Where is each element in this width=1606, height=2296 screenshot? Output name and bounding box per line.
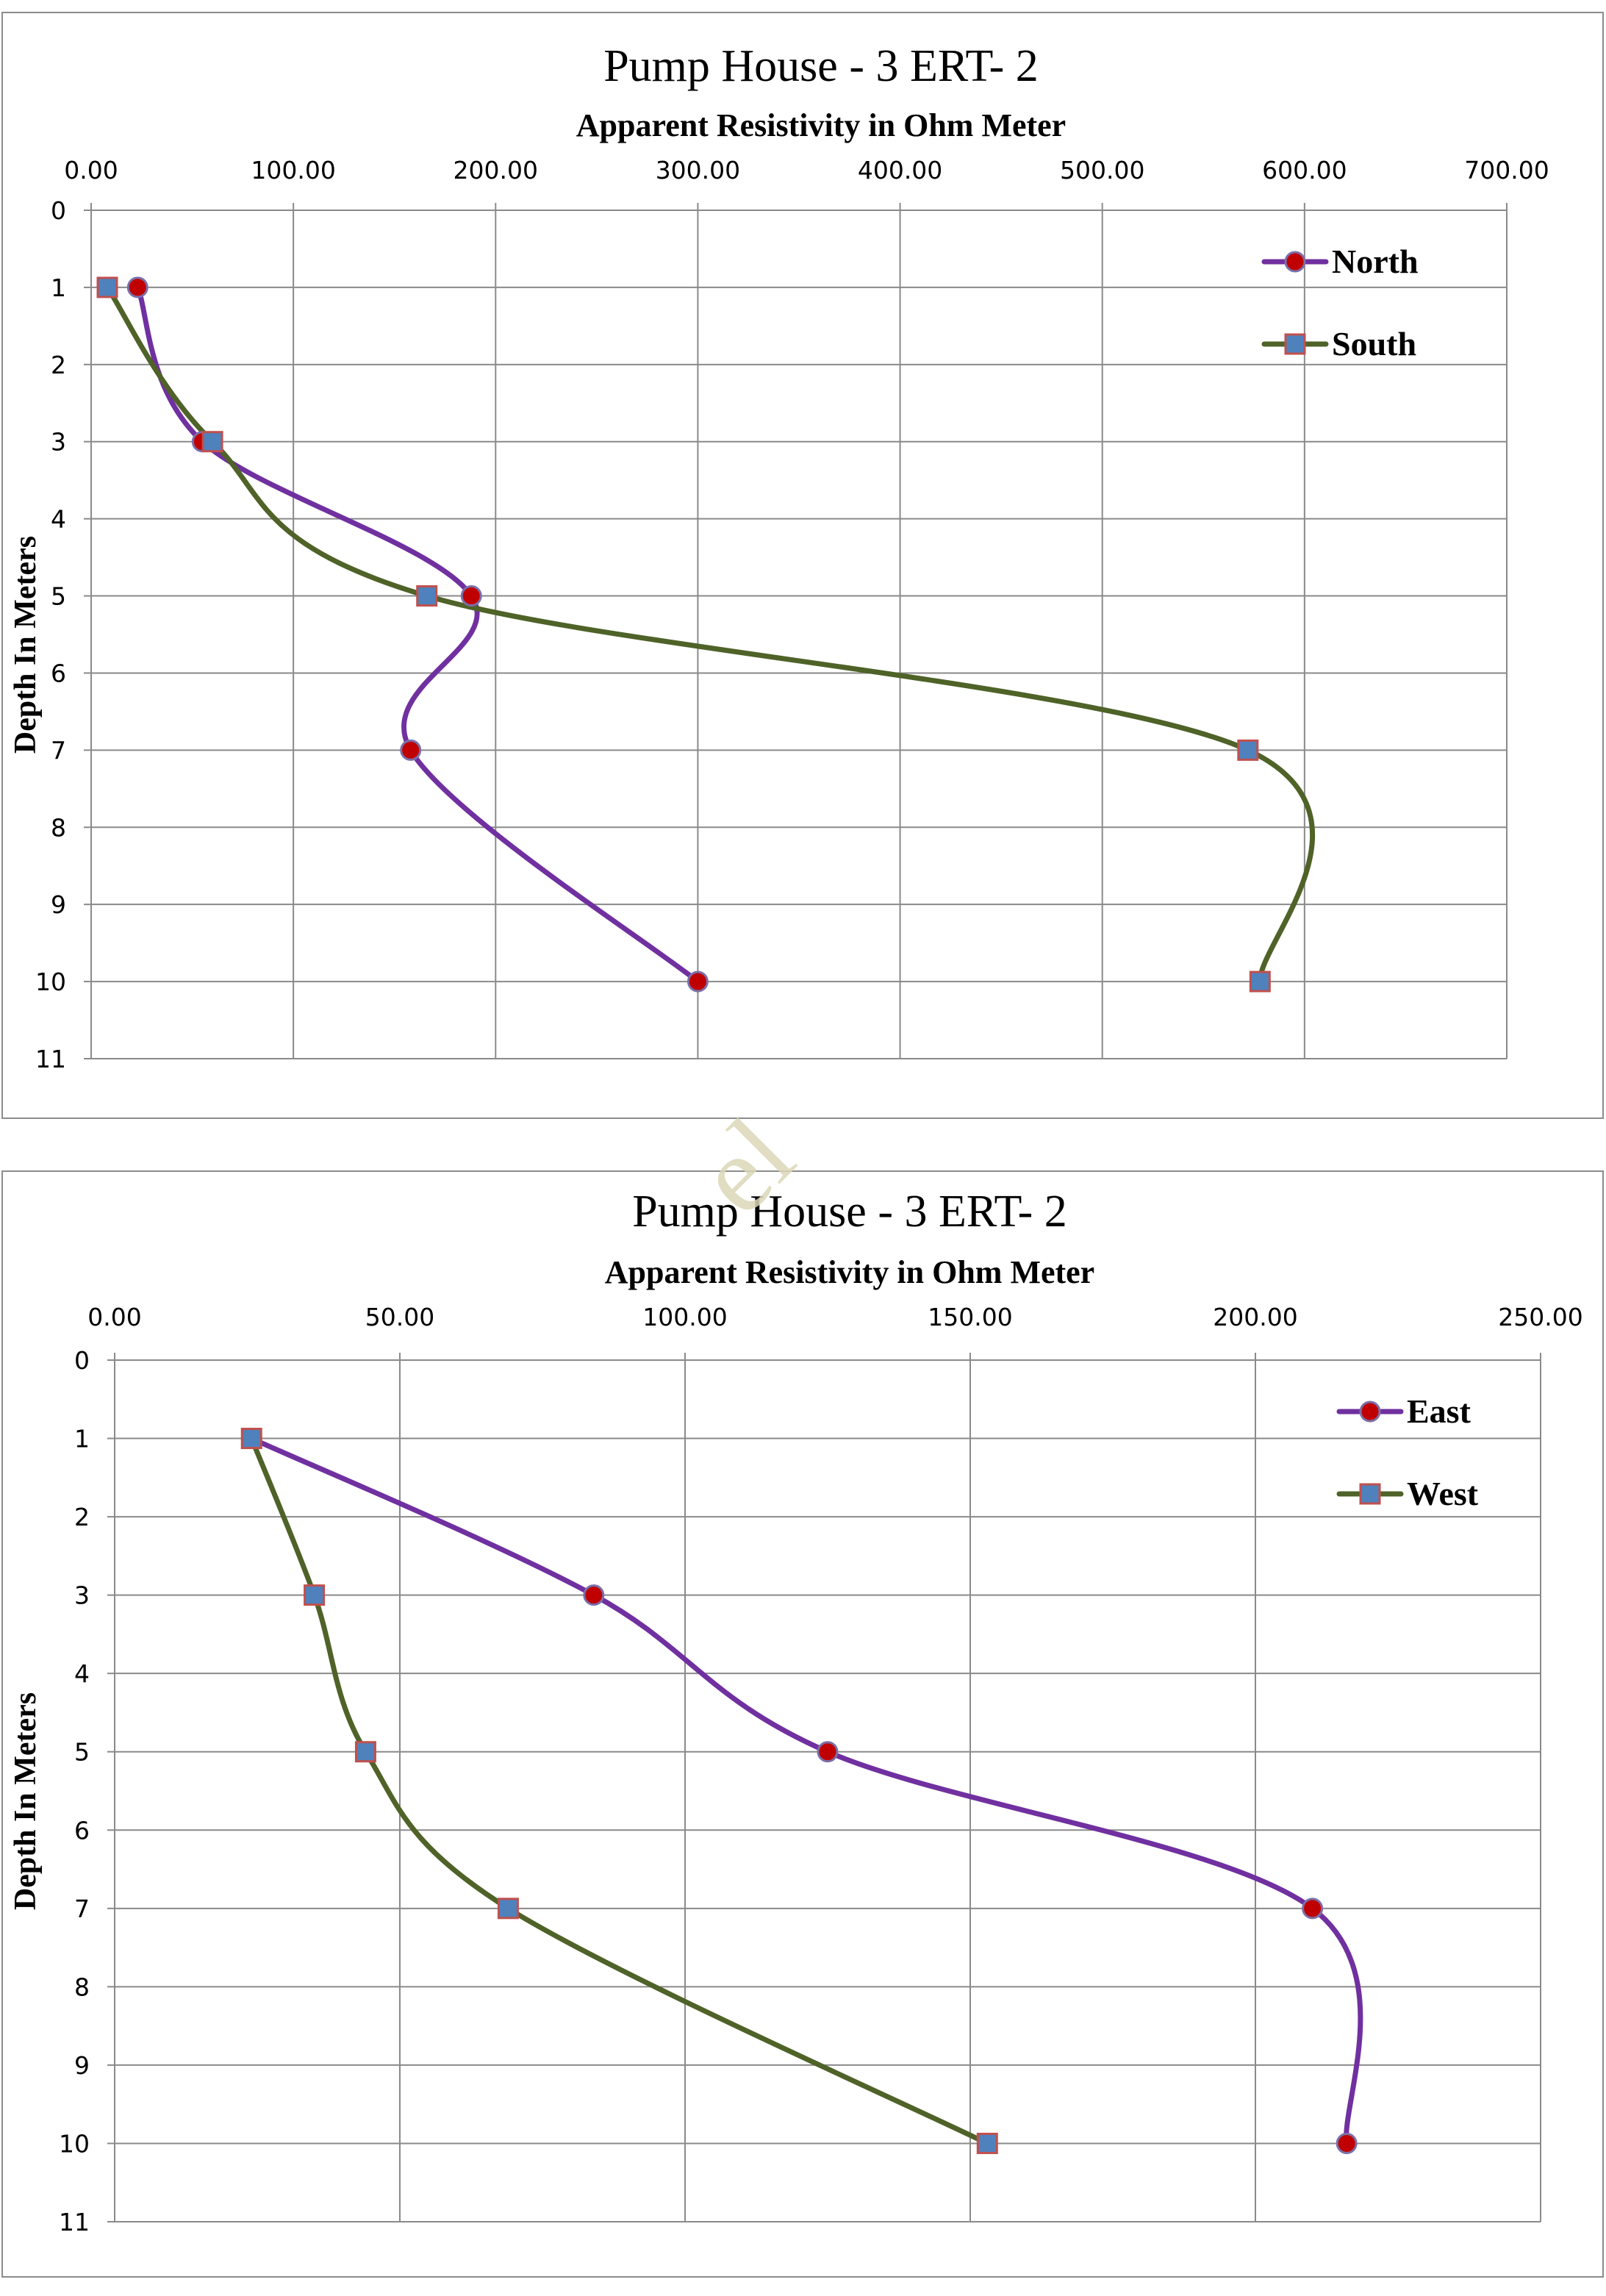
y-tick-label: 10 [59,2129,90,2158]
legend-label-east: East [1407,1392,1471,1430]
data-point-west [976,2132,998,2154]
y-axis-label: Depth In Meters [9,536,43,754]
chart-panel-1 [1,12,1604,1119]
x-tick-label: 0.00 [64,156,118,185]
chart-1: Pump House - 3 ERT- 2 Apparent Resistivit… [9,41,1549,1073]
y-tick-label: 11 [35,1045,66,1073]
y-tick-label: 2 [51,351,66,379]
x-tick-label: 0.00 [87,1303,141,1331]
data-point-north [126,276,148,298]
y-tick-label: 9 [74,2051,90,2080]
x-tick-label: 200.00 [454,156,538,185]
data-point-north [400,739,422,761]
data-point-west [354,1741,376,1763]
x-tick-label: 400.00 [858,156,942,185]
series-line-east [248,1436,1363,2146]
y-tick-label: 9 [51,890,66,919]
y-tick-label: 4 [51,505,66,534]
y-tick-label: 6 [74,1816,90,1845]
data-point-west [497,1898,519,1920]
chart-title: Pump House - 3 ERT- 2 [632,1187,1067,1237]
series-line-south [104,285,1316,984]
y-tick-label: 10 [35,968,66,996]
x-tick-label: 500.00 [1060,156,1144,185]
data-point-west [304,1584,326,1606]
y-tick-label: 6 [51,659,66,687]
data-point-east [583,1584,605,1606]
x-tick-label: 700.00 [1464,156,1549,185]
y-tick-label: 5 [51,582,66,611]
y-tick-label: 1 [51,273,66,302]
x-axis-label: Apparent Resistivity in Ohm Meter [576,107,1066,143]
legend-marker [1284,251,1306,273]
data-point-south [1237,739,1259,761]
y-tick-label: 11 [59,2208,90,2236]
x-tick-label: 200.00 [1213,1303,1297,1331]
legend-label-west: West [1407,1475,1479,1512]
y-tick-label: 7 [74,1895,90,1923]
y-tick-label: 8 [74,1973,90,2001]
x-tick-label: 150.00 [928,1303,1012,1331]
x-tick-label: 100.00 [251,156,335,185]
y-tick-label: 5 [74,1738,90,1767]
legend-marker [1284,333,1306,355]
x-tick-label: 250.00 [1498,1303,1582,1331]
chart-panel-2 [1,1170,1604,2278]
data-point-south [416,585,438,607]
y-tick-label: 3 [74,1581,90,1610]
data-point-north [460,585,482,607]
data-point-west [240,1428,262,1450]
x-tick-label: 600.00 [1262,156,1347,185]
data-point-north [687,970,709,993]
y-tick-label: 2 [74,1503,90,1531]
chart-title: Pump House - 3 ERT- 2 [603,41,1039,91]
chart-2: Pump House - 3 ERT- 2 Apparent Resistivit… [9,1187,1583,2236]
legend-label-north: North [1332,243,1419,280]
data-point-east [1336,2132,1358,2154]
y-tick-label: 8 [51,813,66,842]
series-line-west [248,1436,990,2146]
data-point-south [201,431,223,453]
y-tick-label: 0 [51,196,66,225]
data-point-south [96,276,118,298]
y-tick-label: 1 [74,1425,90,1453]
x-tick-label: 100.00 [642,1303,727,1331]
data-point-south [1249,970,1271,993]
x-tick-label: 300.00 [656,156,740,185]
y-tick-label: 7 [51,736,66,765]
y-tick-label: 4 [74,1659,90,1688]
y-tick-label: 0 [74,1346,90,1375]
legend-label-south: South [1332,325,1416,362]
legend-marker [1359,1401,1381,1423]
x-axis-label: Apparent Resistivity in Ohm Meter [605,1254,1094,1290]
data-point-east [817,1741,839,1763]
y-tick-label: 3 [51,428,66,457]
data-point-east [1302,1898,1324,1920]
y-axis-label: Depth In Meters [9,1692,43,1910]
x-tick-label: 50.00 [365,1303,434,1331]
legend-marker [1359,1483,1381,1505]
